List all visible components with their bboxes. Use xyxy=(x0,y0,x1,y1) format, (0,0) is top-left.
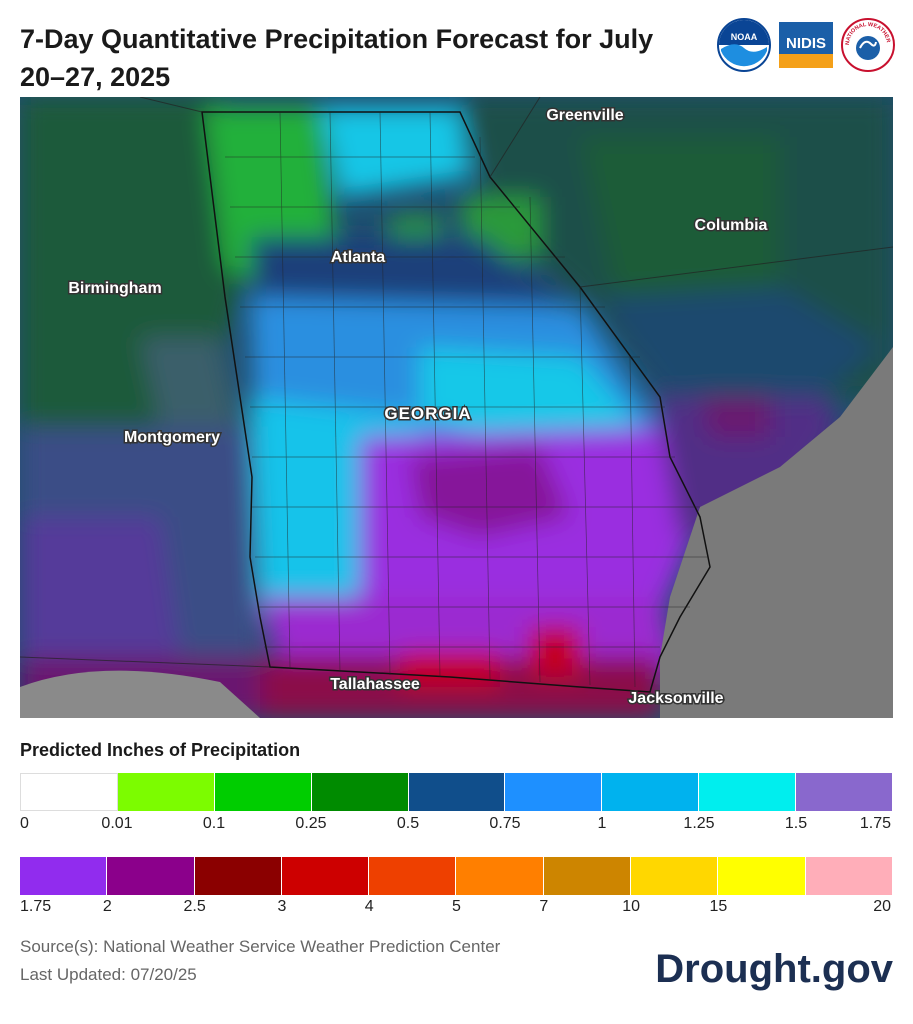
legend-tick: 0.5 xyxy=(396,815,420,832)
legend-swatch xyxy=(805,857,893,895)
state-borders xyxy=(20,97,893,668)
legend-tick: 1.25 xyxy=(683,815,715,832)
legend-swatch xyxy=(311,773,409,811)
legend-swatch xyxy=(214,773,312,811)
legend-tick: 2 xyxy=(102,898,112,915)
svg-text:NOAA: NOAA xyxy=(731,32,758,42)
georgia-border xyxy=(201,111,711,693)
legend-swatch xyxy=(456,857,544,895)
legend-tick: 1 xyxy=(597,815,607,832)
city-jacksonville: Jacksonville xyxy=(628,690,723,707)
source-text: Source(s): National Weather Service Weat… xyxy=(20,937,501,956)
legend-tick: 1.75 xyxy=(20,898,52,915)
legend-ticks-1: 0 0.01 0.1 0.25 0.5 0.75 1 1.25 1.5 1.75 xyxy=(20,815,893,837)
legend-tick: 4 xyxy=(364,898,374,915)
last-updated: Last Updated: 07/20/25 xyxy=(20,965,197,984)
legend-tick: 7 xyxy=(539,898,549,915)
legend-tick: 0.75 xyxy=(489,815,521,832)
legend-swatch xyxy=(408,773,506,811)
legend-ticks-2: 1.75 2 2.5 3 4 5 7 10 15 20 xyxy=(20,898,893,920)
legend-swatch xyxy=(543,857,632,895)
legend-tick: 20 xyxy=(873,898,891,915)
svg-text:NIDIS: NIDIS xyxy=(786,35,826,52)
legend-swatch xyxy=(796,773,894,811)
legend-swatch xyxy=(20,857,108,895)
legend-tick: 0.01 xyxy=(101,815,133,832)
legend-swatch xyxy=(602,773,700,811)
state-label: GEORGIA xyxy=(384,404,471,423)
legend-swatch xyxy=(631,857,719,895)
legend-tick: 1.75 xyxy=(859,815,891,832)
legend-swatch xyxy=(107,857,195,895)
legend-swatch xyxy=(20,773,118,811)
ocean xyxy=(660,347,893,718)
legend-swatch xyxy=(281,857,370,895)
legend-tick: 3 xyxy=(277,898,287,915)
city-columbia: Columbia xyxy=(695,217,768,234)
legend-tick: 1.5 xyxy=(784,815,808,832)
legend-swatch xyxy=(505,773,603,811)
legend-swatch xyxy=(718,857,806,895)
legend-tick: 5 xyxy=(452,898,461,915)
legend-title: Predicted Inches of Precipitation xyxy=(20,740,301,760)
city-greenville: Greenville xyxy=(546,107,623,124)
legend-tick: 10 xyxy=(622,898,640,915)
city-tallahassee: Tallahassee xyxy=(330,676,420,693)
legend-swatch xyxy=(117,773,215,811)
gulf-water xyxy=(20,670,260,718)
drought-gov-logo: Drought.gov xyxy=(655,947,893,991)
legend-tick: 15 xyxy=(709,898,728,915)
precipitation-map: Greenville Columbia Atlanta Birmingham M… xyxy=(20,97,893,718)
city-montgomery: Montgomery xyxy=(124,429,220,446)
legend-swatch xyxy=(194,857,282,895)
nws-logo: NATIONAL WEATHER SERVICE xyxy=(841,18,895,72)
legend-row-1 xyxy=(20,773,894,811)
legend-row-2 xyxy=(20,857,893,895)
noaa-logo: NOAA xyxy=(717,18,771,72)
source-block: Source(s): National Weather Service Weat… xyxy=(20,933,500,989)
legend-tick: 0.25 xyxy=(295,815,327,832)
page-title: 7-Day Quantitative Precipitation Forecas… xyxy=(20,24,654,92)
legend-tick: 0.1 xyxy=(202,815,226,832)
legend-swatch xyxy=(369,857,457,895)
city-atlanta: Atlanta xyxy=(331,249,385,266)
nidis-logo: NIDIS xyxy=(779,22,833,68)
legend-tick: 2.5 xyxy=(183,898,206,915)
logo-group: NOAA NIDIS NATIONAL WEATHER SERVICE xyxy=(717,18,895,72)
legend-swatch xyxy=(699,773,797,811)
legend-tick: 0 xyxy=(20,815,29,832)
county-lines xyxy=(225,111,708,688)
city-birmingham: Birmingham xyxy=(68,280,161,297)
